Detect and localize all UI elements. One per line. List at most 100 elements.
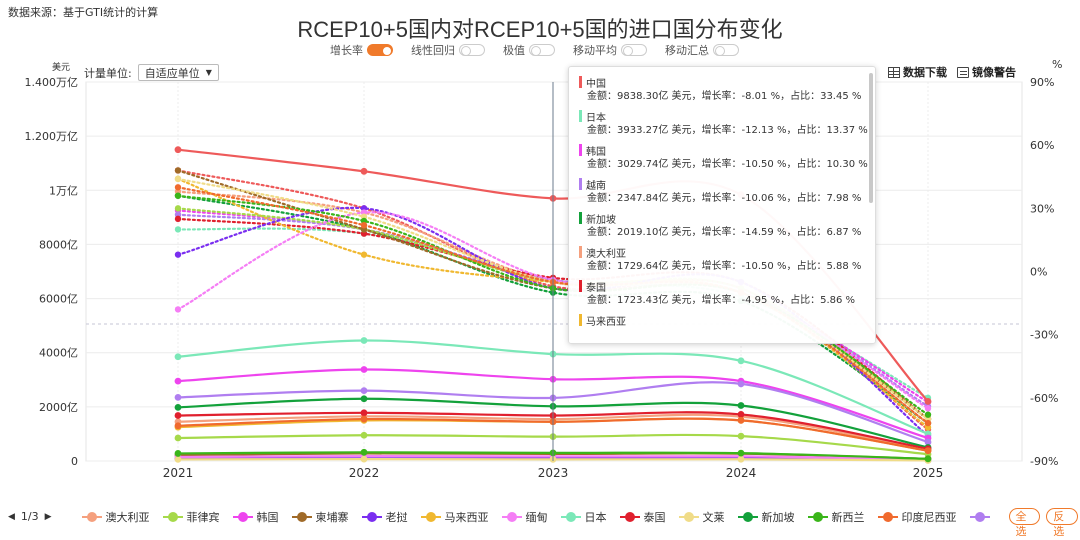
series-point	[174, 412, 182, 419]
unit-bar: 计量单位: 自适应单位 ▼	[84, 64, 219, 81]
y-right-tick-label: -60%	[1030, 392, 1058, 405]
legend-label: 缅甸	[525, 510, 548, 524]
tooltip-color-bar	[579, 314, 582, 326]
toggle-moving-sum[interactable]: 移动汇总	[665, 42, 739, 58]
legend-item[interactable]: 日本	[560, 509, 607, 525]
unit-select[interactable]: 自适应单位 ▼	[137, 64, 219, 81]
series-point	[737, 455, 745, 463]
series-point	[360, 455, 368, 463]
series-point	[360, 431, 368, 439]
tooltip-item-name: 日本	[579, 109, 865, 124]
legend-item[interactable]: 文莱	[678, 509, 725, 525]
tooltip-item: 中国 金额：9838.30亿 美元，增长率：-8.01 %，占比：33.45 %	[579, 75, 865, 104]
tooltip-country: 新加坡	[586, 214, 616, 226]
series-point	[924, 438, 932, 446]
toggle-moving-average[interactable]: 移动平均	[573, 42, 647, 58]
y-left-tick-label: 8000亿	[39, 238, 78, 251]
table-icon	[888, 66, 900, 78]
toggle-growth-rate[interactable]: 增长率	[330, 42, 393, 58]
tooltip-item-name: 中国	[579, 75, 865, 90]
legend-item[interactable]: 马来西亚	[420, 509, 489, 525]
tooltip-item-name: 泰国	[579, 279, 865, 294]
tooltip-detail: 金额：3029.74亿 美元，增长率：-10.50 %，占比：10.30 %	[587, 159, 868, 170]
growth-point	[360, 221, 368, 229]
series-point	[360, 167, 368, 175]
select-all-button[interactable]: 全选	[1008, 508, 1041, 538]
y-right-tick-label: 90%	[1030, 76, 1054, 89]
legend-items: 澳大利亚 菲律宾 韩国 柬埔寨 老挝 马来西亚 缅甸 日本 泰国 文莱 新加坡 新西兰 印度尼西亚	[81, 509, 1003, 525]
legend-marker	[232, 511, 253, 522]
toggle-linear-regression[interactable]: 线性回归	[411, 42, 485, 58]
series-point	[924, 455, 932, 463]
legend-item[interactable]: 缅甸	[501, 509, 548, 525]
series-point	[924, 398, 932, 405]
mirror-warning-label: 镜像警告	[972, 66, 1016, 79]
caret-down-icon: ▼	[205, 68, 212, 77]
tooltip-detail: 金额：2347.84亿 美元，增长率：-10.06 %，占比：7.98 %	[587, 193, 862, 204]
toggle-switch[interactable]	[621, 44, 647, 56]
tooltip-country: 越南	[586, 180, 606, 192]
mirror-warning-button[interactable]: 镜像警告	[957, 64, 1016, 80]
series-point	[174, 393, 182, 401]
legend-label: 泰国	[643, 510, 666, 524]
legend-label: 新加坡	[761, 510, 795, 524]
tooltip-scrollbar[interactable]	[869, 73, 873, 203]
tooltip-item-name: 新加坡	[579, 211, 865, 226]
tooltip-country: 马来西亚	[586, 316, 626, 328]
growth-line	[176, 207, 930, 420]
prev-page-icon[interactable]: ◀	[8, 511, 15, 522]
legend-marker	[501, 511, 522, 522]
toggle-extremes[interactable]: 极值	[503, 42, 555, 58]
legend-item[interactable]: 新加坡	[737, 509, 795, 525]
invert-selection-button[interactable]: 反选	[1046, 508, 1078, 538]
tooltip-color-bar	[579, 110, 582, 122]
y-left-tick-label: 1万亿	[49, 184, 78, 197]
toggle-switch[interactable]	[367, 44, 393, 56]
y-right-tick-label: 60%	[1030, 139, 1054, 152]
data-download-button[interactable]: 数据下载	[888, 64, 947, 80]
tooltip-detail: 金额：1723.43亿 美元，增长率：-4.95 %，占比：5.86 %	[587, 295, 856, 306]
legend-item[interactable]: 泰国	[619, 509, 666, 525]
tooltip-item-name: 澳大利亚	[579, 245, 865, 260]
toggle-switch[interactable]	[459, 44, 485, 56]
unit-select-value: 自适应单位	[144, 66, 200, 80]
legend-item[interactable]: 印度尼西亚	[877, 509, 957, 525]
legend-item[interactable]: 澳大利亚	[81, 509, 150, 525]
legend-item[interactable]: 新西兰	[807, 509, 865, 525]
legend-label: 柬埔寨	[315, 510, 349, 524]
series-point	[174, 455, 182, 463]
y-left-tick-label: 2000亿	[39, 401, 78, 414]
data-download-label: 数据下载	[903, 66, 947, 79]
tooltip-item: 泰国 金额：1723.43亿 美元，增长率：-4.95 %，占比：5.86 %	[579, 279, 865, 308]
legend-marker	[81, 511, 102, 522]
tooltip-country: 日本	[586, 112, 606, 124]
toggle-switch[interactable]	[529, 44, 555, 56]
tooltip-detail: 金额：3933.27亿 美元，增长率：-12.13 %，占比：13.37 %	[587, 125, 868, 136]
y-right-unit: %	[1052, 58, 1063, 71]
y-left-tick-label: 1.200万亿	[25, 130, 79, 143]
y-right-tick-label: 0%	[1030, 266, 1047, 279]
tooltip-item-name: 越南	[579, 177, 865, 192]
tooltip-country: 中国	[586, 78, 606, 90]
legend-item[interactable]: 柬埔寨	[291, 509, 349, 525]
next-page-icon[interactable]: ▶	[44, 511, 52, 522]
legend: ◀ 1/3 ▶ 澳大利亚 菲律宾 韩国 柬埔寨 老挝 马来西亚 缅甸 日本 泰国 文莱 新加坡 新西兰…	[8, 508, 1078, 538]
legend-marker	[619, 511, 640, 522]
legend-marker	[737, 511, 758, 522]
tooltip-item: 韩国 金额：3029.74亿 美元，增长率：-10.50 %，占比：10.30 %	[579, 143, 868, 172]
tooltip-detail: 金额：1729.64亿 美元，增长率：-10.50 %，占比：5.88 %	[587, 261, 862, 272]
tooltip-item-name: 马来西亚	[579, 313, 865, 328]
legend-item[interactable]	[969, 511, 990, 522]
y-left-tick-label: 6000亿	[39, 293, 78, 306]
series-point	[174, 422, 182, 430]
legend-item[interactable]: 菲律宾	[162, 509, 220, 525]
y-left-tick-label: 1.400万亿	[25, 76, 79, 89]
series-point	[737, 380, 745, 388]
legend-item[interactable]: 老挝	[361, 509, 408, 525]
toggle-bar: 增长率 线性回归 极值 移动平均 移动汇总	[330, 42, 739, 58]
legend-marker	[877, 511, 898, 522]
legend-label: 印度尼西亚	[901, 510, 957, 524]
legend-item[interactable]: 韩国	[232, 509, 279, 525]
toggle-switch[interactable]	[713, 44, 739, 56]
series-point	[737, 449, 745, 457]
